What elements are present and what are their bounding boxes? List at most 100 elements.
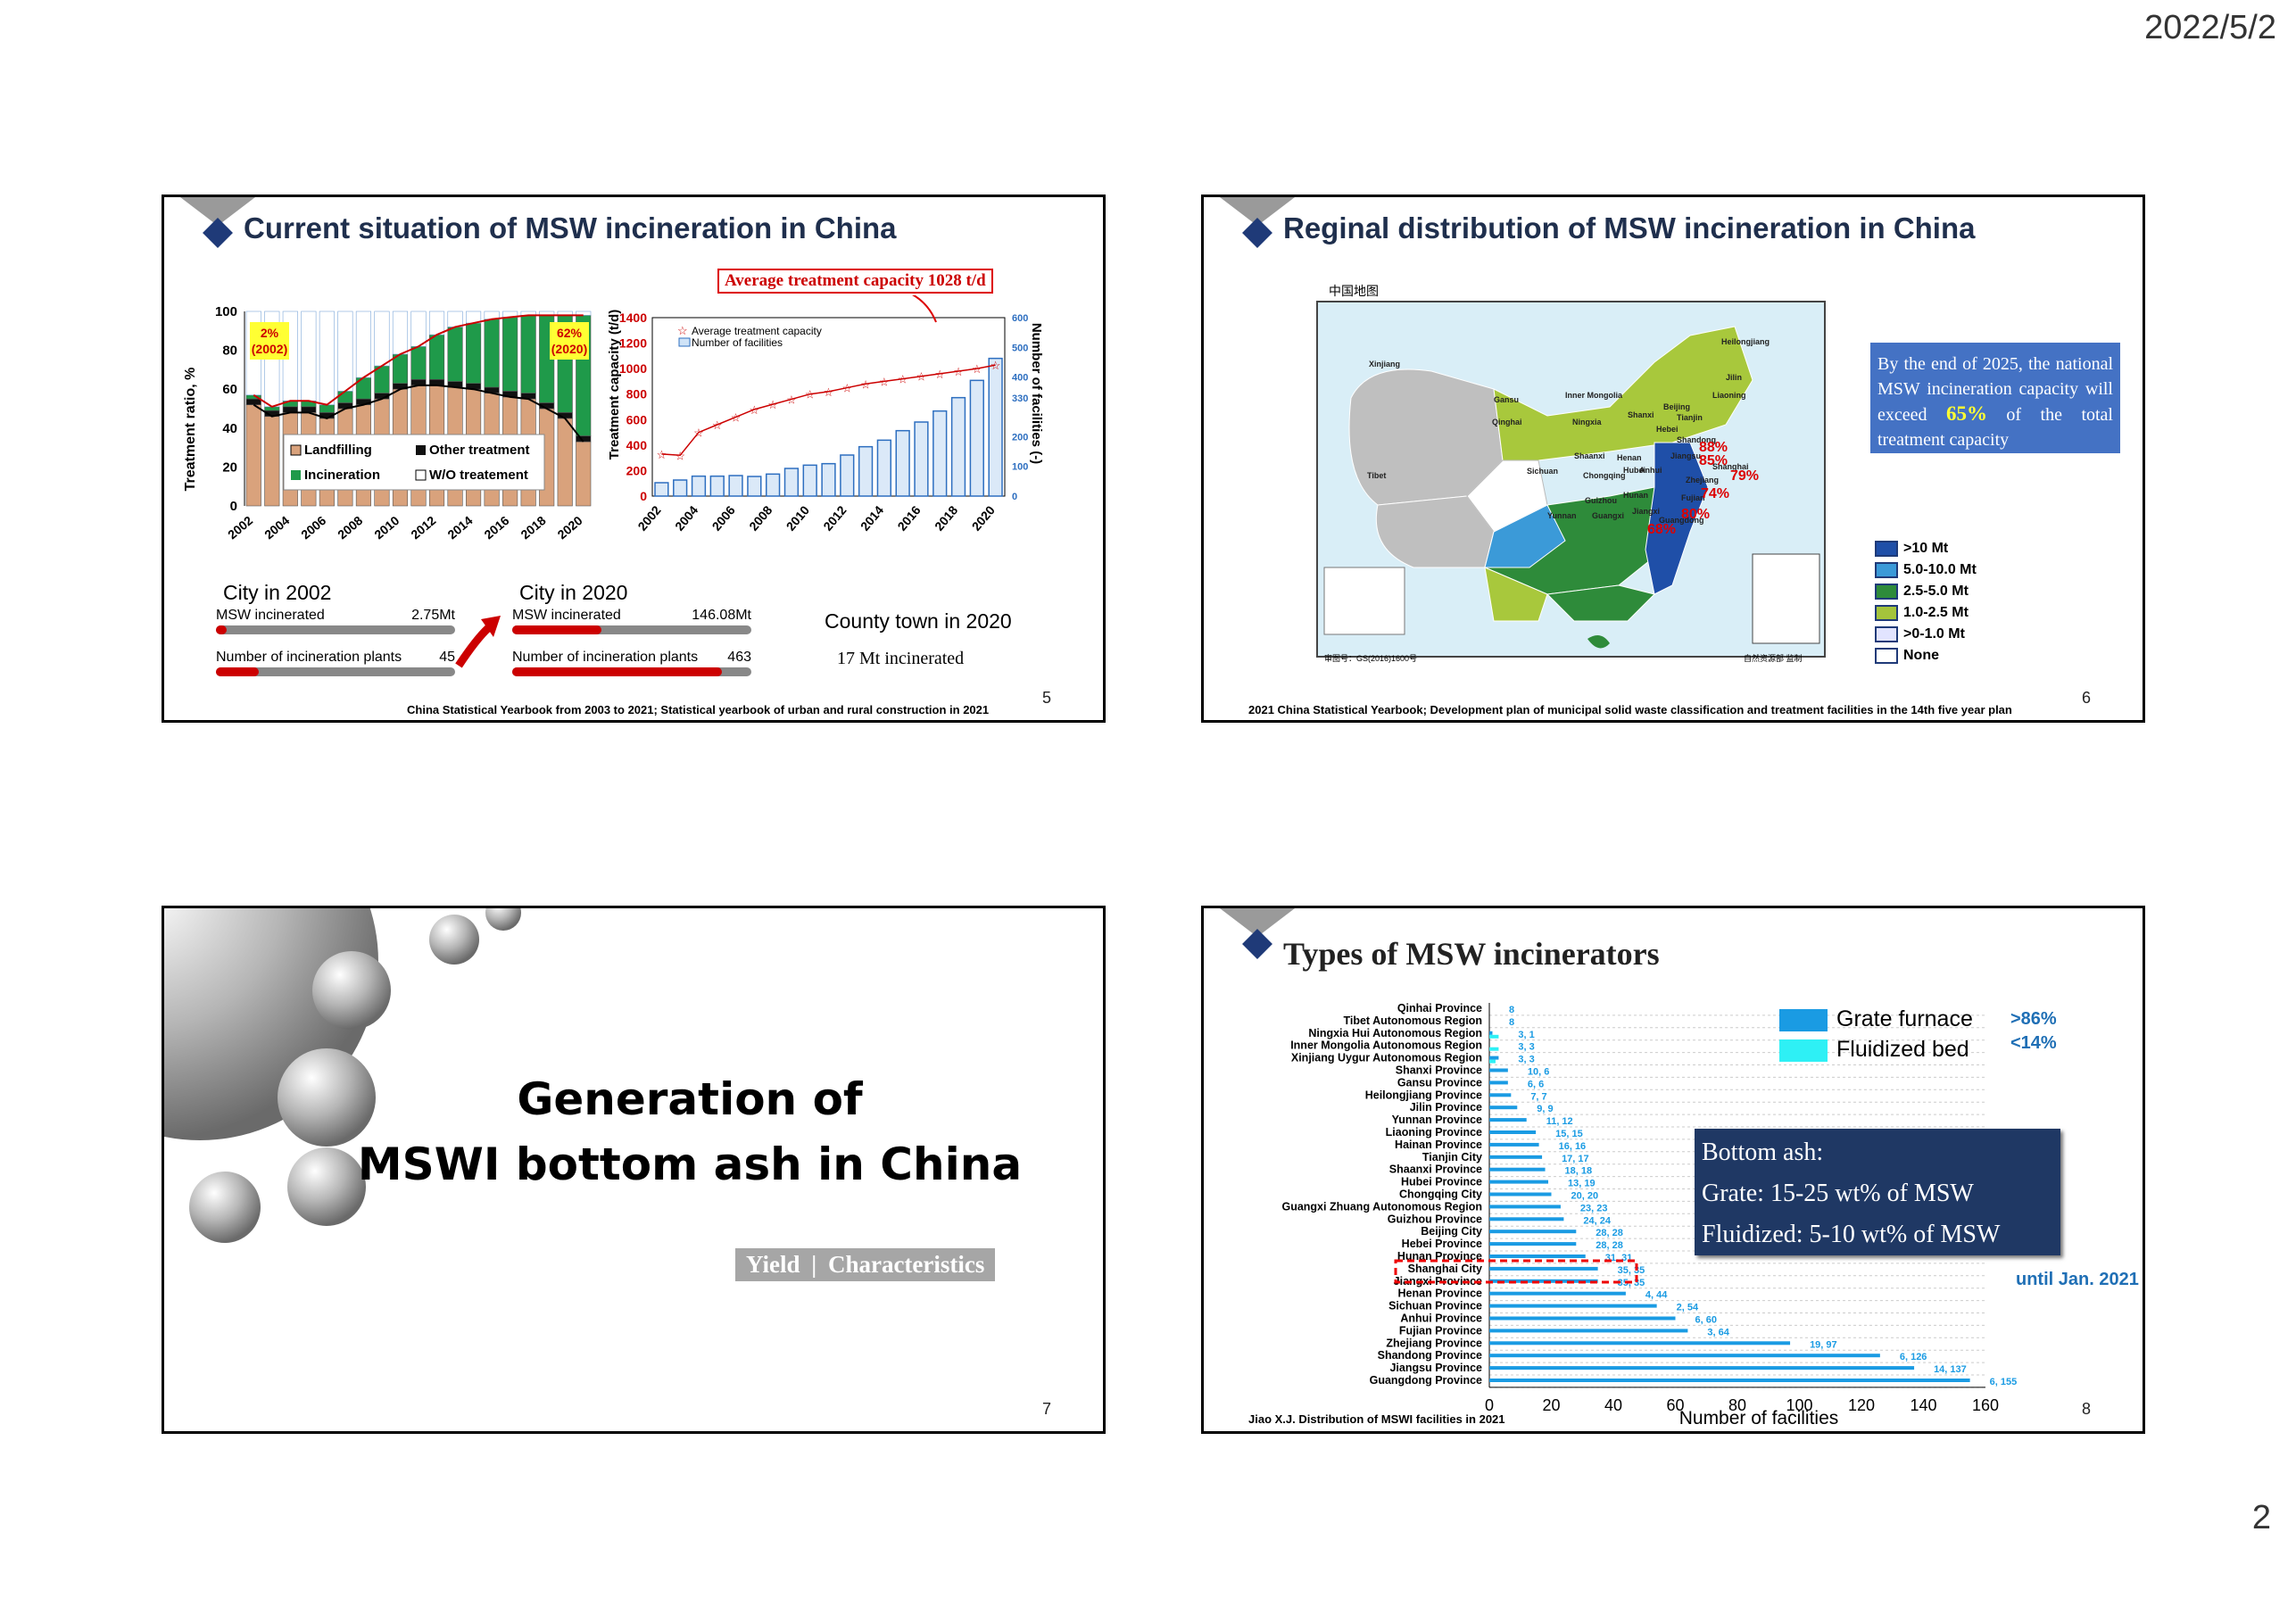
map-east bbox=[1645, 442, 1709, 595]
facility-bar bbox=[802, 464, 817, 497]
city-2002-r2-val: 45 bbox=[439, 650, 455, 665]
left-legend: Landfilling Other treatment Incineration… bbox=[283, 434, 545, 491]
y-left-tick: 1200 bbox=[619, 336, 647, 351]
capacity-point: ☆ bbox=[934, 368, 945, 381]
grate-bar bbox=[1489, 1304, 1657, 1308]
bar-value-label: 20, 20 bbox=[1571, 1191, 1599, 1202]
x-tick-label: 2008 bbox=[335, 513, 365, 542]
x-tick-label: 2004 bbox=[672, 502, 700, 533]
bar-value-label: 6, 126 bbox=[1900, 1352, 1927, 1362]
fluidized-bar bbox=[1489, 1034, 1499, 1039]
grate-bar bbox=[1489, 1155, 1543, 1159]
sphere-bottom-left bbox=[189, 1172, 261, 1243]
bar-segment bbox=[520, 315, 536, 393]
map-region-label: Shaanxi bbox=[1574, 451, 1605, 460]
treatment-ratio-chart: Treatment ratio, % 100 80 60 40 20 0 2002 2004… bbox=[183, 304, 592, 542]
grate-bar bbox=[1489, 1242, 1577, 1246]
facility-bar bbox=[709, 475, 725, 497]
x-tick-label: 2010 bbox=[783, 502, 812, 533]
sphere-right bbox=[429, 915, 479, 965]
bar-value-label: 8 bbox=[1509, 1005, 1514, 1015]
city-2020-heading: City in 2020 bbox=[519, 581, 628, 604]
province-label: Hunan Province bbox=[1397, 1250, 1482, 1263]
x-tick-label: 2012 bbox=[408, 513, 438, 542]
capacity-point: ☆ bbox=[953, 365, 964, 378]
bar-segment bbox=[428, 311, 445, 335]
x-tick-label: 2012 bbox=[820, 502, 849, 533]
bar-value-label: 3, 3 bbox=[1518, 1042, 1534, 1053]
map-percentage: 74% bbox=[1701, 486, 1729, 501]
x-tick-label: 2016 bbox=[894, 502, 923, 533]
x-tick-label: 2010 bbox=[371, 513, 402, 542]
map-region-label: Zhejiang bbox=[1686, 476, 1719, 484]
grate-bar bbox=[1489, 1217, 1564, 1221]
facility-bar bbox=[950, 396, 966, 497]
grate-bar bbox=[1489, 1230, 1577, 1234]
share-fluidized: <14% bbox=[2010, 1033, 2057, 1053]
map-region-label: Shanxi bbox=[1628, 410, 1654, 419]
bar-value-label: 28, 28 bbox=[1596, 1228, 1623, 1238]
x-tick-label: 120 bbox=[1848, 1396, 1875, 1414]
x-tick-label: 2020 bbox=[969, 502, 998, 533]
bar-segment bbox=[410, 311, 427, 347]
x-tick-label: 2006 bbox=[298, 513, 328, 542]
bar-segment bbox=[466, 322, 482, 384]
grate-bar bbox=[1489, 1167, 1546, 1172]
callout-post: of the total treatment capacity bbox=[1877, 405, 2113, 450]
map-south bbox=[1546, 584, 1655, 622]
facility-bar bbox=[821, 462, 836, 497]
bar-value-label: 11, 12 bbox=[1546, 1116, 1573, 1127]
province-label: Anhui Province bbox=[1400, 1312, 1482, 1325]
map-region-label: Heilongjiang bbox=[1721, 337, 1770, 346]
x-tick-label: 2014 bbox=[858, 502, 886, 533]
y-left-tick: 1000 bbox=[619, 361, 647, 376]
box-line-3: Fluidized: 5-10 wt% of MSW bbox=[1702, 1221, 2001, 1248]
x-tick-label: 140 bbox=[1910, 1396, 1936, 1414]
map-region-label: Anhui bbox=[1639, 466, 1662, 475]
y-tick-label: 20 bbox=[222, 460, 237, 475]
bar-value-label: 3, 3 bbox=[1518, 1055, 1534, 1065]
facility-bar bbox=[914, 421, 929, 497]
map-region-label: Liaoning bbox=[1712, 391, 1746, 400]
city-2020-r1: MSW incinerated 146.08Mt bbox=[512, 608, 751, 634]
bar-segment bbox=[319, 404, 335, 413]
x-tick-label: 2020 bbox=[555, 513, 585, 542]
bar-segment bbox=[428, 334, 445, 380]
bar-value-label: 18, 18 bbox=[1565, 1166, 1593, 1177]
grate-bar bbox=[1489, 1068, 1508, 1072]
x-tick-label: 2004 bbox=[261, 513, 292, 542]
highlight-box bbox=[1394, 1259, 1638, 1284]
bar-segment bbox=[576, 311, 592, 316]
type-legend: Grate furnace Fluidized bed bbox=[1779, 1004, 1973, 1064]
facility-bar bbox=[988, 357, 1003, 497]
section-title-line1: Generation of bbox=[517, 1073, 863, 1125]
map-region-label: Guizhou bbox=[1585, 496, 1617, 505]
grate-bar bbox=[1489, 1354, 1880, 1358]
box-line-1: Bottom ash: bbox=[1702, 1139, 1824, 1166]
slide-number: 6 bbox=[2081, 689, 2091, 707]
map-legend-item: 5.0-10.0 Mt bbox=[1875, 559, 1977, 581]
section-title-line2: MSWI bottom ash in China bbox=[357, 1139, 1023, 1190]
slide-title: Types of MSW incinerators bbox=[1283, 936, 1660, 972]
slide-current-situation: Current situation of MSW incineration in… bbox=[162, 195, 1106, 723]
map-inset bbox=[1752, 553, 1820, 644]
x-tick-label: 2014 bbox=[444, 513, 475, 542]
capacity-point: ☆ bbox=[712, 418, 723, 432]
legend-wo: W/O treatement bbox=[429, 468, 528, 483]
province-label: Heilongjiang Province bbox=[1365, 1089, 1482, 1101]
y-tick-label: 80 bbox=[222, 344, 237, 359]
map-region-label: Yunnan bbox=[1547, 511, 1577, 520]
province-label: Sichuan Province bbox=[1388, 1300, 1482, 1312]
map-legend-item: 2.5-5.0 Mt bbox=[1875, 581, 1977, 602]
grate-bar bbox=[1489, 1081, 1508, 1085]
page-number: 2 bbox=[2251, 1499, 2271, 1536]
landfill-line bbox=[253, 384, 584, 443]
province-label: Qinhai Province bbox=[1397, 1002, 1482, 1014]
y-right-tick: 400 bbox=[1012, 373, 1028, 384]
slide-source: Jiao X.J. Distribution of MSWI facilitie… bbox=[1248, 1412, 1505, 1426]
bar-segment bbox=[502, 317, 518, 392]
capacity-target-callout: By the end of 2025, the national MSW inc… bbox=[1870, 343, 2120, 453]
map-legend-item: 1.0-2.5 Mt bbox=[1875, 602, 1977, 624]
facility-bar bbox=[673, 479, 688, 497]
note-2002-pct: 2% bbox=[261, 326, 279, 340]
